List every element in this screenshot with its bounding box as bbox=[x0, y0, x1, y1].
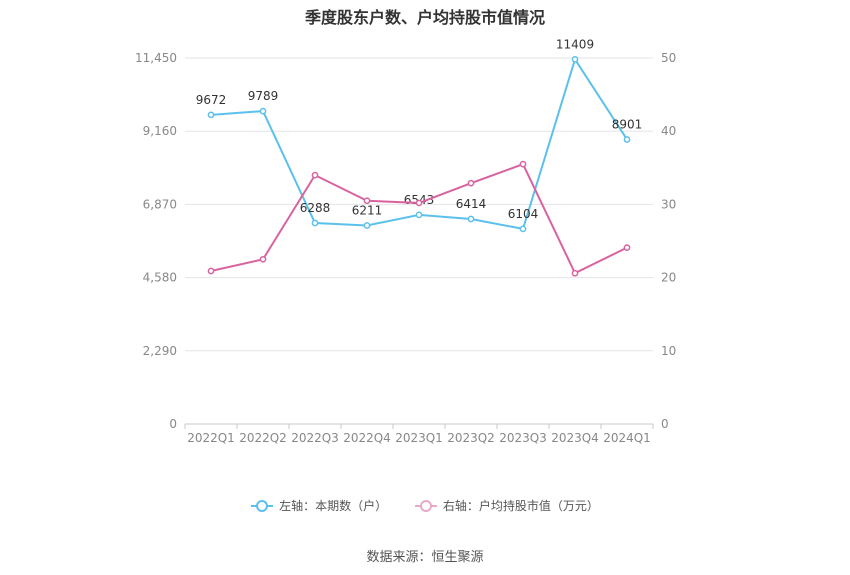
left-tick-label: 9,160 bbox=[143, 124, 177, 138]
x-tick-label: 2022Q3 bbox=[291, 431, 339, 445]
data-point-left bbox=[415, 211, 423, 219]
data-label: 6104 bbox=[508, 207, 539, 221]
right-tick-label: 40 bbox=[661, 124, 676, 138]
data-point-right bbox=[207, 267, 215, 275]
legend-swatch-right-icon bbox=[414, 499, 437, 512]
data-point-left bbox=[571, 55, 579, 63]
x-tick-label: 2022Q2 bbox=[239, 431, 287, 445]
left-tick-label: 0 bbox=[169, 417, 177, 431]
legend-item-left[interactable]: 左轴：本期数（户） bbox=[251, 497, 387, 514]
legend: 左轴：本期数（户） 右轴：户均持股市值（万元） bbox=[0, 497, 850, 515]
legend-label-left: 左轴：本期数（户） bbox=[279, 499, 388, 513]
data-label: 6211 bbox=[352, 203, 383, 217]
data-point-left bbox=[207, 111, 215, 119]
left-tick-label: 2,290 bbox=[143, 344, 177, 358]
data-label: 6414 bbox=[456, 197, 487, 211]
right-tick-label: 10 bbox=[661, 344, 676, 358]
data-label: 9672 bbox=[196, 93, 227, 107]
left-tick-label: 11,450 bbox=[135, 51, 177, 65]
data-point-right bbox=[623, 244, 631, 251]
data-label: 8901 bbox=[612, 117, 643, 131]
series-line-right bbox=[210, 162, 628, 275]
data-point-right bbox=[519, 160, 527, 168]
x-tick-label: 2023Q1 bbox=[395, 431, 443, 445]
x-tick-label: 2022Q1 bbox=[187, 431, 235, 445]
left-tick-label: 4,580 bbox=[143, 271, 177, 285]
data-point-left bbox=[467, 215, 475, 223]
data-point-right bbox=[259, 255, 267, 263]
data-point-left bbox=[259, 107, 267, 115]
legend-swatch-left-icon bbox=[251, 499, 274, 512]
right-tick-label: 30 bbox=[661, 197, 676, 211]
data-label: 6288 bbox=[300, 201, 331, 215]
right-tick-label: 20 bbox=[661, 271, 676, 285]
data-point-left bbox=[623, 136, 631, 143]
x-tick-label: 2023Q2 bbox=[447, 431, 495, 445]
data-label: 11409 bbox=[556, 37, 594, 51]
data-point-left bbox=[363, 222, 371, 229]
x-tick-label: 2024Q1 bbox=[603, 431, 651, 445]
data-point-right bbox=[363, 197, 371, 205]
x-tick-label: 2023Q3 bbox=[499, 431, 547, 445]
data-point-right bbox=[311, 171, 319, 179]
left-tick-label: 6,870 bbox=[143, 197, 177, 211]
data-point-left bbox=[311, 219, 319, 227]
data-point-right bbox=[415, 199, 423, 207]
x-tick-label: 2023Q4 bbox=[551, 431, 599, 445]
x-tick-label: 2022Q4 bbox=[343, 431, 391, 445]
right-tick-label: 0 bbox=[661, 417, 669, 431]
data-point-right bbox=[467, 179, 475, 187]
chart-title: 季度股东户数、户均持股市值情况 bbox=[304, 8, 545, 27]
right-tick-label: 50 bbox=[661, 51, 676, 65]
source-note: 数据来源：恒生聚源 bbox=[366, 550, 484, 565]
legend-item-right[interactable]: 右轴：户均持股市值（万元） bbox=[414, 497, 599, 514]
data-label: 9789 bbox=[248, 89, 279, 103]
legend-label-right: 右轴：户均持股市值（万元） bbox=[442, 499, 599, 513]
data-point-left bbox=[519, 225, 527, 233]
data-point-right bbox=[571, 269, 579, 277]
